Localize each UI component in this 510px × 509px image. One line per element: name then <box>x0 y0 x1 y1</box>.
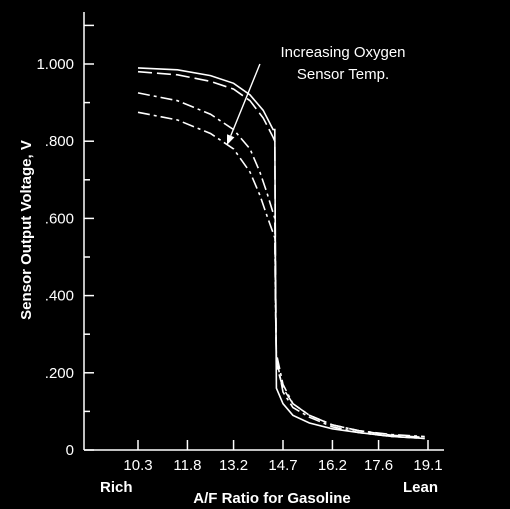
y-axis-title: Sensor Output Voltage, V <box>18 140 35 320</box>
y-minor-ticks <box>84 24 94 413</box>
x-tick-label: 14.7 <box>268 457 297 474</box>
x-tick-label: 10.3 <box>123 457 152 474</box>
y-tick-label: .600 <box>45 210 74 227</box>
series-line-4 <box>137 111 425 438</box>
series-line-3 <box>137 92 425 440</box>
x-tick-label: 13.2 <box>219 457 248 474</box>
x-tick-group: 10.3 11.8 13.2 14.7 16.2 17.6 19.1 <box>123 440 443 474</box>
annotation-arrow-line <box>230 63 261 137</box>
x-tick-label: 11.8 <box>173 457 201 474</box>
x-tick-label: 16.2 <box>318 457 347 474</box>
annotation: Increasing Oxygen Sensor Temp. <box>226 44 406 146</box>
chart-axes <box>83 12 444 451</box>
y-tick-label: 0 <box>66 442 74 459</box>
x-end-label-lean: Lean <box>403 479 438 496</box>
x-tick-label: 19.1 <box>413 457 442 474</box>
annotation-line-1: Increasing Oxygen <box>280 44 405 61</box>
y-tick-label: .200 <box>45 365 74 382</box>
x-axis-title: A/F Ratio for Gasoline <box>193 490 351 507</box>
series-line-2 <box>137 70 425 439</box>
x-end-label-rich: Rich <box>100 479 133 496</box>
y-tick-label: .800 <box>45 133 74 150</box>
annotation-arrow-head <box>226 134 235 146</box>
y-tick-label: 1.000 <box>36 56 74 73</box>
y-tick-label: .400 <box>45 288 74 305</box>
y-tick-group: 0 .200 .400 .600 .800 1.000 <box>36 56 94 459</box>
series-group <box>137 67 425 440</box>
annotation-line-2: Sensor Temp. <box>297 66 389 83</box>
x-tick-label: 17.6 <box>364 457 393 474</box>
